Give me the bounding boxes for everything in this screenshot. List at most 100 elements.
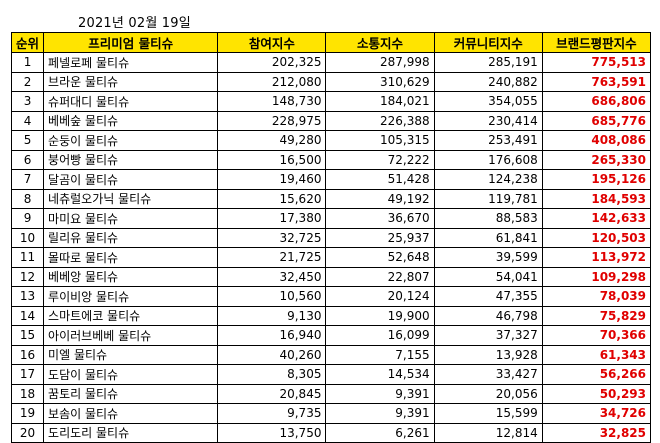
cell-brand-reputation: 75,829 [541, 305, 652, 326]
table-row: 8 네츄럴오가닉 물티슈 15,620 49,192 119,781 184,593 [10, 188, 652, 209]
cell-brand-reputation: 142,633 [541, 208, 652, 229]
cell-participation: 49,280 [217, 130, 327, 151]
cell-brand-name: 보솜이 물티슈 [43, 403, 219, 424]
cell-community: 240,882 [433, 71, 543, 92]
cell-community: 88,583 [433, 208, 543, 229]
cell-brand-reputation: 265,330 [541, 149, 652, 170]
cell-community: 20,056 [433, 383, 543, 404]
cell-brand-reputation: 34,726 [541, 403, 652, 424]
table-body: 1 페넬로페 물티슈 202,325 287,998 285,191 775,513 2 브라… [10, 52, 652, 443]
cell-rank: 7 [10, 169, 45, 190]
cell-brand-name: 도담이 물티슈 [43, 364, 219, 385]
cell-communication: 9,391 [325, 403, 435, 424]
cell-communication: 52,648 [325, 247, 435, 268]
cell-community: 54,041 [433, 266, 543, 287]
cell-participation: 17,380 [217, 208, 327, 229]
table-row: 15 아이러브베베 물티슈 16,940 16,099 37,327 70,366 [10, 325, 652, 346]
cell-brand-name: 브라운 물티슈 [43, 71, 219, 92]
cell-rank: 9 [10, 208, 45, 229]
cell-rank: 19 [10, 403, 45, 424]
cell-brand-name: 순둥이 물티슈 [43, 130, 219, 151]
cell-rank: 18 [10, 383, 45, 404]
table-row: 5 순둥이 물티슈 49,280 105,315 253,491 408,086 [10, 130, 652, 151]
table-row: 19 보솜이 물티슈 9,735 9,391 15,599 34,726 [10, 403, 652, 424]
table-row: 2 브라운 물티슈 212,080 310,629 240,882 763,591 [10, 71, 652, 92]
cell-communication: 16,099 [325, 325, 435, 346]
cell-participation: 8,305 [217, 364, 327, 385]
cell-communication: 184,021 [325, 91, 435, 112]
cell-community: 230,414 [433, 110, 543, 131]
cell-brand-name: 네츄럴오가닉 물티슈 [43, 188, 219, 209]
cell-brand-name: 루이비앙 물티슈 [43, 286, 219, 307]
cell-rank: 20 [10, 422, 45, 443]
cell-brand-name: 베베숲 물티슈 [43, 110, 219, 131]
cell-rank: 16 [10, 344, 45, 365]
table-row: 1 페넬로페 물티슈 202,325 287,998 285,191 775,513 [10, 52, 652, 73]
cell-brand-name: 릴리유 물티슈 [43, 227, 219, 248]
cell-community: 33,427 [433, 364, 543, 385]
cell-rank: 13 [10, 286, 45, 307]
cell-brand-reputation: 685,776 [541, 110, 652, 131]
cell-communication: 310,629 [325, 71, 435, 92]
table-row: 17 도담이 물티슈 8,305 14,534 33,427 56,266 [10, 364, 652, 385]
cell-participation: 32,725 [217, 227, 327, 248]
cell-rank: 4 [10, 110, 45, 131]
brand-ranking-table: 순위 프리미엄 물티슈 참여지수 소통지수 커뮤니티지수 브랜드평판지수 1 페넬… [10, 32, 652, 443]
cell-communication: 19,900 [325, 305, 435, 326]
cell-participation: 16,500 [217, 149, 327, 170]
cell-community: 124,238 [433, 169, 543, 190]
cell-brand-reputation: 408,086 [541, 130, 652, 151]
cell-brand-name: 도리도리 물티슈 [43, 422, 219, 443]
cell-participation: 20,845 [217, 383, 327, 404]
cell-brand-name: 스마트에코 물티슈 [43, 305, 219, 326]
cell-brand-reputation: 50,293 [541, 383, 652, 404]
table-row: 10 릴리유 물티슈 32,725 25,937 61,841 120,503 [10, 227, 652, 248]
cell-community: 176,608 [433, 149, 543, 170]
cell-brand-reputation: 184,593 [541, 188, 652, 209]
cell-rank: 6 [10, 149, 45, 170]
cell-rank: 15 [10, 325, 45, 346]
cell-communication: 9,391 [325, 383, 435, 404]
table-row: 13 루이비앙 물티슈 10,560 20,124 47,355 78,039 [10, 286, 652, 307]
cell-rank: 1 [10, 52, 45, 73]
cell-brand-name: 슈퍼대디 물티슈 [43, 91, 219, 112]
cell-brand-reputation: 56,266 [541, 364, 652, 385]
cell-community: 47,355 [433, 286, 543, 307]
cell-brand-reputation: 70,366 [541, 325, 652, 346]
cell-communication: 287,998 [325, 52, 435, 73]
cell-participation: 19,460 [217, 169, 327, 190]
cell-communication: 36,670 [325, 208, 435, 229]
header-rank: 순위 [10, 32, 45, 53]
cell-communication: 226,388 [325, 110, 435, 131]
cell-rank: 11 [10, 247, 45, 268]
cell-community: 119,781 [433, 188, 543, 209]
cell-brand-reputation: 775,513 [541, 52, 652, 73]
cell-brand-reputation: 763,591 [541, 71, 652, 92]
cell-communication: 14,534 [325, 364, 435, 385]
cell-communication: 25,937 [325, 227, 435, 248]
cell-brand-name: 붕어빵 물티슈 [43, 149, 219, 170]
cell-community: 39,599 [433, 247, 543, 268]
header-participation: 참여지수 [217, 32, 327, 53]
cell-brand-reputation: 686,806 [541, 91, 652, 112]
cell-community: 13,928 [433, 344, 543, 365]
cell-brand-name: 달곰이 물티슈 [43, 169, 219, 190]
cell-community: 253,491 [433, 130, 543, 151]
cell-participation: 228,975 [217, 110, 327, 131]
table-row: 9 마미요 물티슈 17,380 36,670 88,583 142,633 [10, 208, 652, 229]
table-row: 11 몰따로 물티슈 21,725 52,648 39,599 113,972 [10, 247, 652, 268]
cell-rank: 17 [10, 364, 45, 385]
cell-brand-name: 미엘 물티슈 [43, 344, 219, 365]
cell-participation: 212,080 [217, 71, 327, 92]
cell-brand-name: 아이러브베베 물티슈 [43, 325, 219, 346]
header-brand-name: 프리미엄 물티슈 [43, 32, 219, 53]
table-row: 20 도리도리 물티슈 13,750 6,261 12,814 32,825 [10, 422, 652, 443]
header-row: 순위 프리미엄 물티슈 참여지수 소통지수 커뮤니티지수 브랜드평판지수 [10, 32, 652, 53]
cell-communication: 7,155 [325, 344, 435, 365]
cell-brand-reputation: 195,126 [541, 169, 652, 190]
header-brand-reputation: 브랜드평판지수 [541, 32, 652, 53]
table-row: 4 베베숲 물티슈 228,975 226,388 230,414 685,776 [10, 110, 652, 131]
cell-rank: 2 [10, 71, 45, 92]
cell-participation: 32,450 [217, 266, 327, 287]
cell-participation: 21,725 [217, 247, 327, 268]
